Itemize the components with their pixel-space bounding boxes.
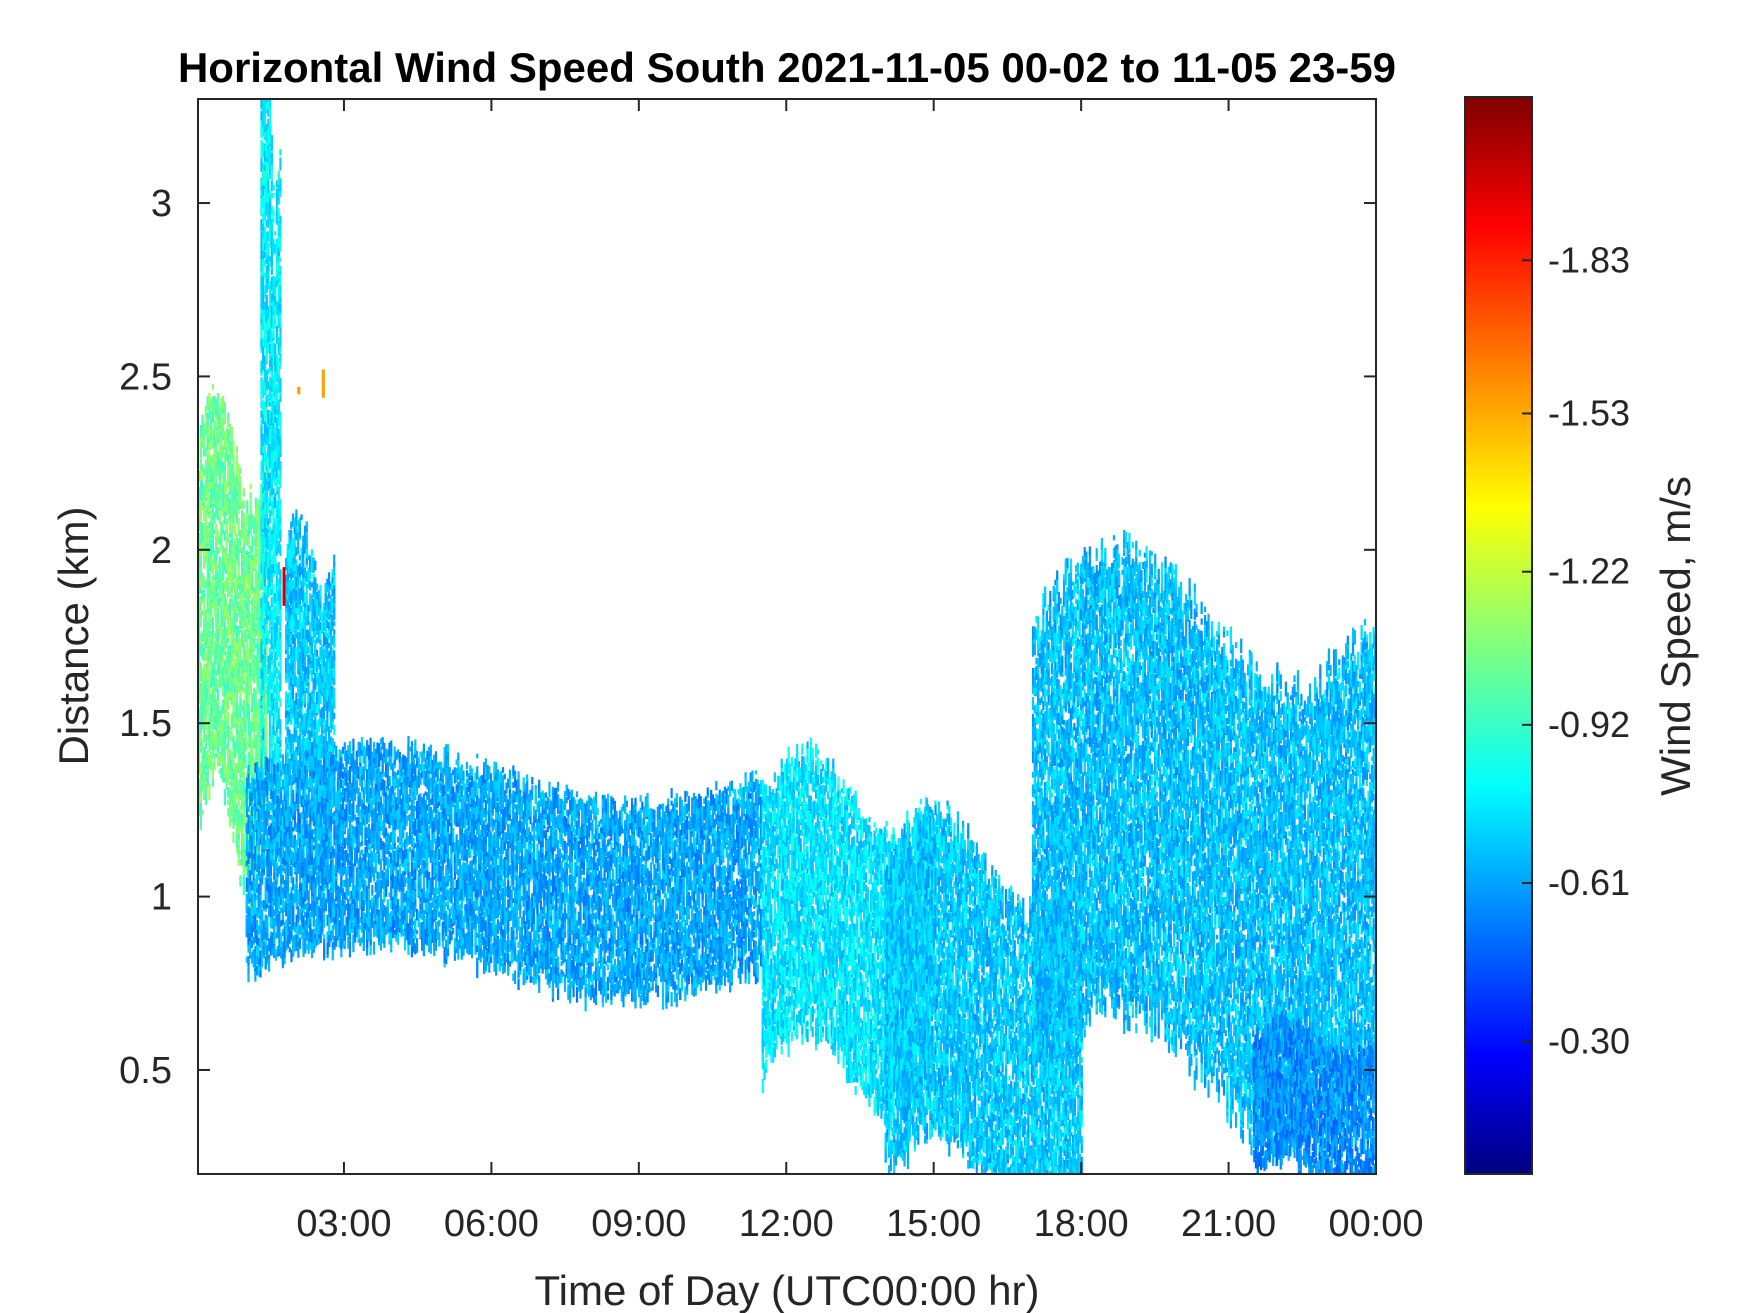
- heatmap-cell: [208, 784, 210, 788]
- heatmap-cell: [272, 209, 274, 223]
- heatmap-cell: [203, 589, 205, 598]
- heatmap-cell: [227, 637, 229, 642]
- heatmap-cell: [231, 427, 233, 442]
- heatmap-cell: [239, 476, 241, 492]
- heatmap-cell: [266, 20, 268, 29]
- heatmap-cell: [255, 694, 257, 701]
- heatmap-cell: [236, 446, 238, 453]
- heatmap-cell: [250, 492, 252, 498]
- heatmap-cell: [250, 484, 252, 489]
- heatmap-cell: [244, 754, 246, 768]
- heatmap-cell: [232, 453, 234, 470]
- heatmap-cell: [219, 548, 221, 553]
- heatmap-cell: [232, 470, 234, 477]
- heatmap-cell: [212, 617, 214, 632]
- heatmap-cell: [212, 384, 214, 390]
- heatmap-cell: [272, 193, 274, 198]
- heatmap-cell: [243, 500, 245, 505]
- heatmap-cell: [262, 742, 264, 756]
- heatmap-cell: [274, 660, 276, 668]
- heatmap-cell: [272, 584, 274, 594]
- heatmap-cell: [231, 531, 233, 547]
- heatmap-cell: [232, 441, 234, 453]
- heatmap-cell: [264, 668, 266, 684]
- heatmap-cell: [208, 788, 210, 800]
- heatmap-cell: [265, 685, 267, 694]
- heatmap-cell: [239, 875, 241, 886]
- heatmap-cell: [250, 496, 252, 510]
- heatmap-cell: [255, 689, 257, 693]
- heatmap-cell: [271, 135, 273, 150]
- heatmap-cell: [274, 344, 276, 357]
- heatmap-cell: [243, 488, 245, 494]
- heatmap-cell: [201, 810, 203, 815]
- heatmap-cell: [272, 184, 274, 190]
- heatmap-cell: [271, 152, 273, 165]
- heatmap-cell: [274, 231, 276, 235]
- heatmap-cell: [224, 402, 226, 415]
- heatmap-cell: [274, 319, 276, 326]
- heatmap-cell: [200, 621, 202, 628]
- heatmap-cell: [243, 504, 245, 509]
- heatmap-cell: [262, 30, 264, 42]
- heatmap-cell: [271, 651, 273, 660]
- heatmap-cell: [217, 689, 219, 700]
- heatmap-cell: [246, 500, 248, 513]
- heatmap-cell: [243, 771, 245, 778]
- heatmap-cell: [272, 488, 274, 494]
- heatmap-cell: [239, 468, 241, 475]
- heatmap-cell: [238, 509, 240, 514]
- heatmap-cell: [265, 706, 267, 713]
- heatmap-cell: [243, 833, 245, 843]
- heatmap-cell: [264, 655, 266, 667]
- heatmap-cell: [212, 779, 214, 787]
- heatmap-cell: [217, 393, 219, 408]
- heatmap-cell: [266, 28, 268, 34]
- heatmap-cell: [232, 832, 234, 843]
- heatmap-cell: [267, 36, 269, 41]
- heatmap-cell: [219, 515, 221, 522]
- heatmap-cell: [224, 789, 226, 805]
- heatmap-cell: [227, 712, 229, 721]
- heatmap-cell: [227, 413, 229, 419]
- heatmap-cell: [262, 713, 264, 726]
- chart-title: Horizontal Wind Speed South 2021-11-05 0…: [178, 44, 1396, 91]
